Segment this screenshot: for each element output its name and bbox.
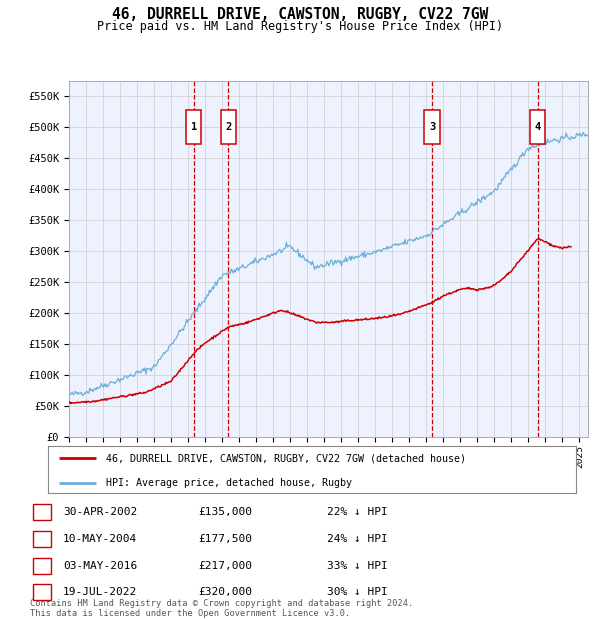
Text: 30% ↓ HPI: 30% ↓ HPI: [327, 587, 388, 598]
Text: 4: 4: [535, 122, 541, 132]
Text: 33% ↓ HPI: 33% ↓ HPI: [327, 560, 388, 571]
Text: 2: 2: [226, 122, 232, 132]
Text: Contains HM Land Registry data © Crown copyright and database right 2024.
This d: Contains HM Land Registry data © Crown c…: [30, 599, 413, 618]
Text: 4: 4: [39, 587, 45, 598]
FancyBboxPatch shape: [186, 110, 202, 144]
Text: HPI: Average price, detached house, Rugby: HPI: Average price, detached house, Rugb…: [106, 477, 352, 488]
Text: 3: 3: [39, 560, 45, 571]
Text: 1: 1: [39, 507, 45, 518]
Text: 46, DURRELL DRIVE, CAWSTON, RUGBY, CV22 7GW: 46, DURRELL DRIVE, CAWSTON, RUGBY, CV22 …: [112, 7, 488, 22]
Text: 03-MAY-2016: 03-MAY-2016: [63, 560, 137, 571]
Text: £135,000: £135,000: [198, 507, 252, 518]
Text: 1: 1: [191, 122, 197, 132]
Text: 10-MAY-2004: 10-MAY-2004: [63, 534, 137, 544]
Text: £320,000: £320,000: [198, 587, 252, 598]
Text: 46, DURRELL DRIVE, CAWSTON, RUGBY, CV22 7GW (detached house): 46, DURRELL DRIVE, CAWSTON, RUGBY, CV22 …: [106, 453, 466, 463]
Text: Price paid vs. HM Land Registry's House Price Index (HPI): Price paid vs. HM Land Registry's House …: [97, 20, 503, 33]
Text: 30-APR-2002: 30-APR-2002: [63, 507, 137, 518]
Text: 22% ↓ HPI: 22% ↓ HPI: [327, 507, 388, 518]
Text: 3: 3: [429, 122, 435, 132]
FancyBboxPatch shape: [530, 110, 545, 144]
Text: 2: 2: [39, 534, 45, 544]
Text: 19-JUL-2022: 19-JUL-2022: [63, 587, 137, 598]
Text: £177,500: £177,500: [198, 534, 252, 544]
FancyBboxPatch shape: [424, 110, 440, 144]
Text: 24% ↓ HPI: 24% ↓ HPI: [327, 534, 388, 544]
Text: £217,000: £217,000: [198, 560, 252, 571]
FancyBboxPatch shape: [221, 110, 236, 144]
